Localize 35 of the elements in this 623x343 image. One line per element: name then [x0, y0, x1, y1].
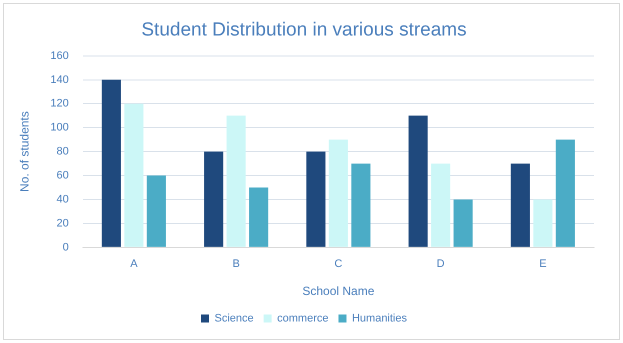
bar [328, 140, 348, 247]
legend-label: Humanities [352, 312, 408, 325]
legend-label: commerce [277, 312, 328, 325]
x-tick-label: C [334, 258, 342, 270]
bar [533, 200, 552, 247]
bar [351, 164, 370, 247]
x-axis-title: School Name [302, 284, 375, 298]
bar [102, 80, 121, 247]
y-tick-label: 160 [50, 50, 69, 62]
bar [249, 188, 268, 247]
legend-label: Science [214, 312, 254, 325]
bar [124, 104, 144, 247]
bar [306, 152, 326, 247]
bar [431, 164, 450, 247]
x-tick-label: D [436, 258, 445, 270]
y-tick-label: 0 [62, 241, 69, 254]
bar [408, 116, 428, 247]
y-axis-title: No. of students [18, 111, 32, 192]
bar [556, 140, 575, 247]
y-tick-label: 20 [56, 217, 69, 230]
bar [146, 176, 166, 247]
y-tick-label: 140 [50, 74, 69, 86]
bar [454, 200, 473, 247]
y-tick-label: 120 [50, 98, 69, 110]
bar [226, 116, 246, 247]
y-tick-label: 100 [50, 122, 69, 134]
bar [204, 152, 224, 247]
x-tick-label: A [130, 258, 138, 270]
chart-title: Student Distribution in various streams [141, 20, 467, 41]
x-tick-label: B [232, 258, 240, 270]
bar [510, 164, 530, 247]
x-tick-label: E [539, 258, 547, 270]
y-tick-label: 40 [56, 194, 69, 206]
y-tick-label: 80 [56, 146, 69, 158]
y-tick-label: 60 [56, 170, 69, 182]
